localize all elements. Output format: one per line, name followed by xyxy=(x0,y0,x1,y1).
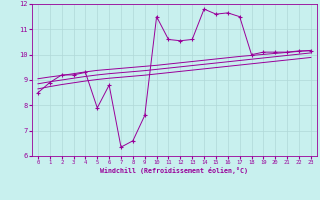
X-axis label: Windchill (Refroidissement éolien,°C): Windchill (Refroidissement éolien,°C) xyxy=(100,167,248,174)
